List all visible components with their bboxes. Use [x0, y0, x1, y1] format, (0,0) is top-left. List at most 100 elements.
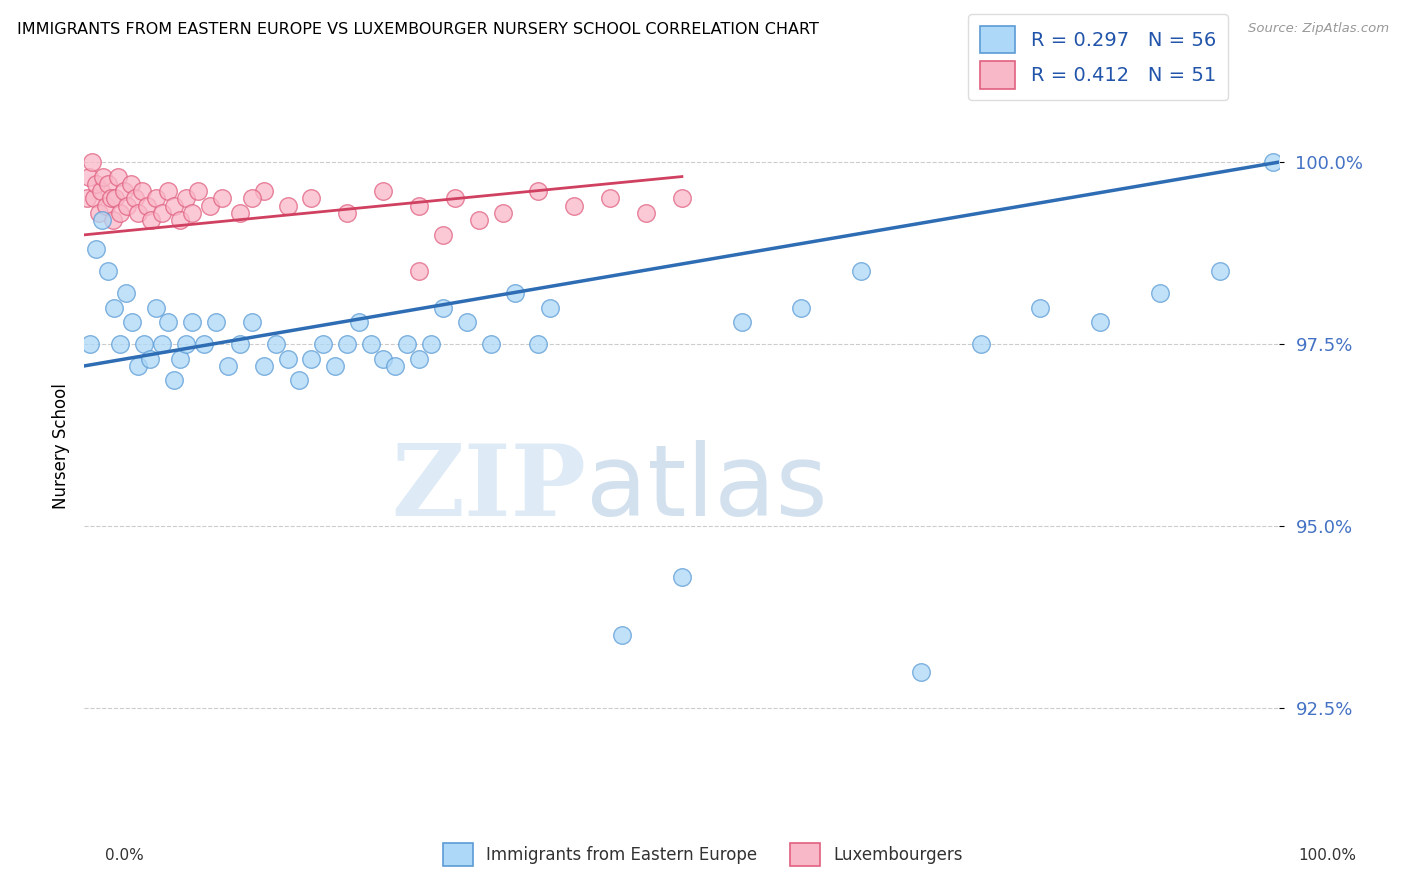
Point [174, 191, 197, 205]
Text: 0.0%: 0.0% [105, 848, 145, 863]
Point [198, 199, 221, 213]
Text: IMMIGRANTS FROM EASTERN EUROPE VS LUXEMBOURGER NURSERY SCHOOL CORRELATION CHART: IMMIGRANTS FROM EASTERN EUROPE VS LUXEMB… [17, 22, 818, 37]
Point [564, 199, 586, 213]
Point [636, 206, 658, 220]
Text: Source: ZipAtlas.com: Source: ZipAtlas.com [1249, 22, 1389, 36]
Point [288, 374, 311, 388]
Point [163, 199, 186, 213]
Point [599, 191, 621, 205]
Point [169, 213, 191, 227]
Point [432, 301, 454, 315]
Point [468, 213, 491, 227]
Point [94, 199, 117, 213]
Point [731, 315, 754, 329]
Point [101, 213, 124, 227]
Point [229, 206, 252, 220]
Legend: Immigrants from Eastern Europe, Luxembourgers: Immigrants from Eastern Europe, Luxembou… [434, 835, 972, 875]
Point [187, 184, 209, 198]
Point [527, 337, 550, 351]
Point [325, 359, 347, 373]
Point [169, 351, 191, 366]
Point [103, 301, 125, 315]
Point [100, 191, 122, 205]
Point [1209, 264, 1232, 278]
Point [86, 177, 108, 191]
Point [301, 191, 323, 205]
Point [132, 337, 156, 351]
Point [104, 191, 127, 205]
Point [76, 191, 98, 205]
Point [301, 351, 323, 366]
Point [211, 191, 233, 205]
Point [86, 243, 108, 257]
Point [127, 359, 149, 373]
Point [336, 337, 359, 351]
Point [107, 169, 129, 184]
Point [312, 337, 335, 351]
Point [384, 359, 406, 373]
Text: ZIP: ZIP [391, 441, 586, 537]
Point [373, 351, 395, 366]
Point [396, 337, 419, 351]
Point [181, 206, 204, 220]
Point [1149, 286, 1171, 301]
Point [193, 337, 215, 351]
Point [205, 315, 228, 329]
Point [115, 286, 138, 301]
Point [174, 337, 197, 351]
Point [90, 184, 112, 198]
Point [77, 169, 100, 184]
Point [492, 206, 515, 220]
Point [120, 177, 142, 191]
Point [790, 301, 813, 315]
Point [145, 301, 167, 315]
Point [117, 199, 139, 213]
Point [408, 264, 430, 278]
Point [157, 184, 180, 198]
Point [93, 169, 115, 184]
Point [121, 315, 143, 329]
Point [157, 315, 180, 329]
Point [360, 337, 382, 351]
Point [83, 191, 105, 205]
Point [110, 337, 132, 351]
Point [79, 337, 101, 351]
Point [141, 213, 163, 227]
Point [612, 628, 634, 642]
Point [264, 337, 287, 351]
Point [80, 155, 103, 169]
Point [970, 337, 993, 351]
Point [420, 337, 443, 351]
Point [163, 374, 186, 388]
Point [124, 191, 146, 205]
Y-axis label: Nursery School: Nursery School [52, 383, 70, 509]
Point [851, 264, 873, 278]
Point [527, 184, 550, 198]
Point [97, 177, 120, 191]
Point [217, 359, 239, 373]
Point [253, 359, 276, 373]
Point [277, 351, 299, 366]
Point [229, 337, 252, 351]
Point [910, 665, 932, 679]
Point [145, 191, 167, 205]
Point [671, 570, 693, 584]
Point [135, 199, 157, 213]
Point [181, 315, 204, 329]
Point [150, 206, 173, 220]
Point [150, 337, 173, 351]
Point [87, 206, 110, 220]
Point [432, 227, 454, 242]
Point [112, 184, 135, 198]
Point [349, 315, 371, 329]
Point [1029, 301, 1052, 315]
Point [408, 199, 430, 213]
Point [110, 206, 132, 220]
Point [91, 213, 114, 227]
Point [456, 315, 478, 329]
Point [503, 286, 526, 301]
Point [97, 264, 120, 278]
Point [671, 191, 693, 205]
Point [240, 191, 263, 205]
Point [444, 191, 467, 205]
